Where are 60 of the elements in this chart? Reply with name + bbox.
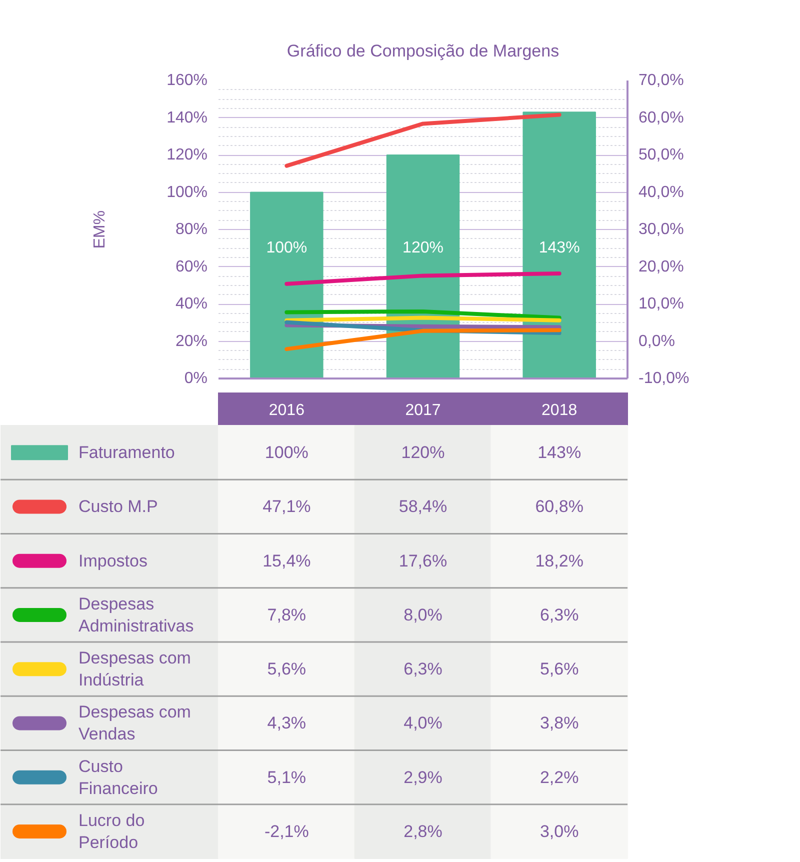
bar — [522, 112, 596, 378]
data-label: -2,1% — [264, 822, 309, 841]
data-label: 7,8% — [267, 605, 306, 624]
y-tick-label: 100% — [166, 184, 208, 201]
data-label: 2,9% — [404, 768, 442, 787]
bar — [250, 192, 324, 378]
data-label: 6,3% — [540, 605, 579, 624]
y2-tick-label: 60,0% — [638, 109, 684, 126]
legend-label: Impostos — [78, 551, 148, 570]
data-label: 15,4% — [262, 551, 311, 570]
y-tick-label: 40% — [175, 296, 208, 312]
y2-tick-label: 0,0% — [638, 332, 675, 350]
chart-title: Gráfico de Composição de Margens — [286, 42, 560, 60]
data-label: 58,4% — [398, 497, 448, 516]
x-tick-label: 2016 — [268, 402, 305, 419]
legend-label: Faturamento — [78, 443, 175, 462]
y2-tick-label: 50,0% — [638, 146, 684, 164]
data-label: 47,1% — [262, 497, 311, 516]
y-tick-label: 0% — [184, 370, 208, 387]
y-tick-label: 20% — [175, 332, 208, 350]
data-label: 17,6% — [398, 551, 448, 570]
data-label: 6,3% — [404, 660, 442, 679]
data-label: 120% — [401, 443, 445, 462]
x-tick-label: 2017 — [405, 402, 441, 419]
y2-tick-label: 20,0% — [638, 258, 684, 276]
data-label: 3,8% — [540, 714, 579, 733]
data-label: 4,3% — [267, 714, 306, 733]
y2-tick-label: -10,0% — [638, 370, 690, 387]
y-tick-label: 140% — [166, 109, 208, 126]
text: 143% — [538, 240, 580, 257]
y-axis-title: EM% — [92, 210, 109, 249]
y2-tick-label: 40,0% — [638, 184, 684, 201]
y-tick-label: 120% — [166, 146, 208, 164]
data-label: 5,6% — [540, 660, 579, 679]
legend-label: Custo Financeiro — [78, 756, 158, 798]
data-label: 8,0% — [404, 605, 442, 624]
y2-tick-label: 70,0% — [638, 72, 684, 89]
data-label: 3,0% — [540, 822, 579, 841]
data-label: 4,0% — [404, 714, 442, 733]
legend-label: Lucro do Período — [78, 810, 145, 852]
data-label: 2,2% — [540, 768, 579, 787]
text: 120% — [402, 240, 444, 257]
legend-label: Despesas com Vendas — [78, 702, 191, 744]
data-label: 143% — [538, 443, 582, 462]
y2-tick-label: 10,0% — [638, 296, 684, 312]
legend-label: Despesas com Indústria — [78, 648, 191, 690]
legend-label: Despesas Administrativas — [78, 594, 194, 636]
data-label: 100% — [264, 443, 308, 462]
x-tick-label: 2018 — [542, 402, 578, 419]
data-label: 18,2% — [535, 551, 584, 570]
data-label: 60,8% — [535, 497, 584, 516]
y-tick-label: 80% — [175, 221, 208, 238]
data-label: 5,6% — [267, 660, 306, 679]
data-label: 2,8% — [404, 822, 442, 841]
data-label: 5,1% — [267, 768, 306, 787]
y-tick-label: 160% — [166, 72, 208, 89]
y-tick-label: 60% — [175, 258, 208, 276]
y2-tick-label: 30,0% — [638, 221, 684, 238]
legend-label: Custo M.P — [78, 497, 158, 516]
text: 100% — [266, 240, 308, 257]
